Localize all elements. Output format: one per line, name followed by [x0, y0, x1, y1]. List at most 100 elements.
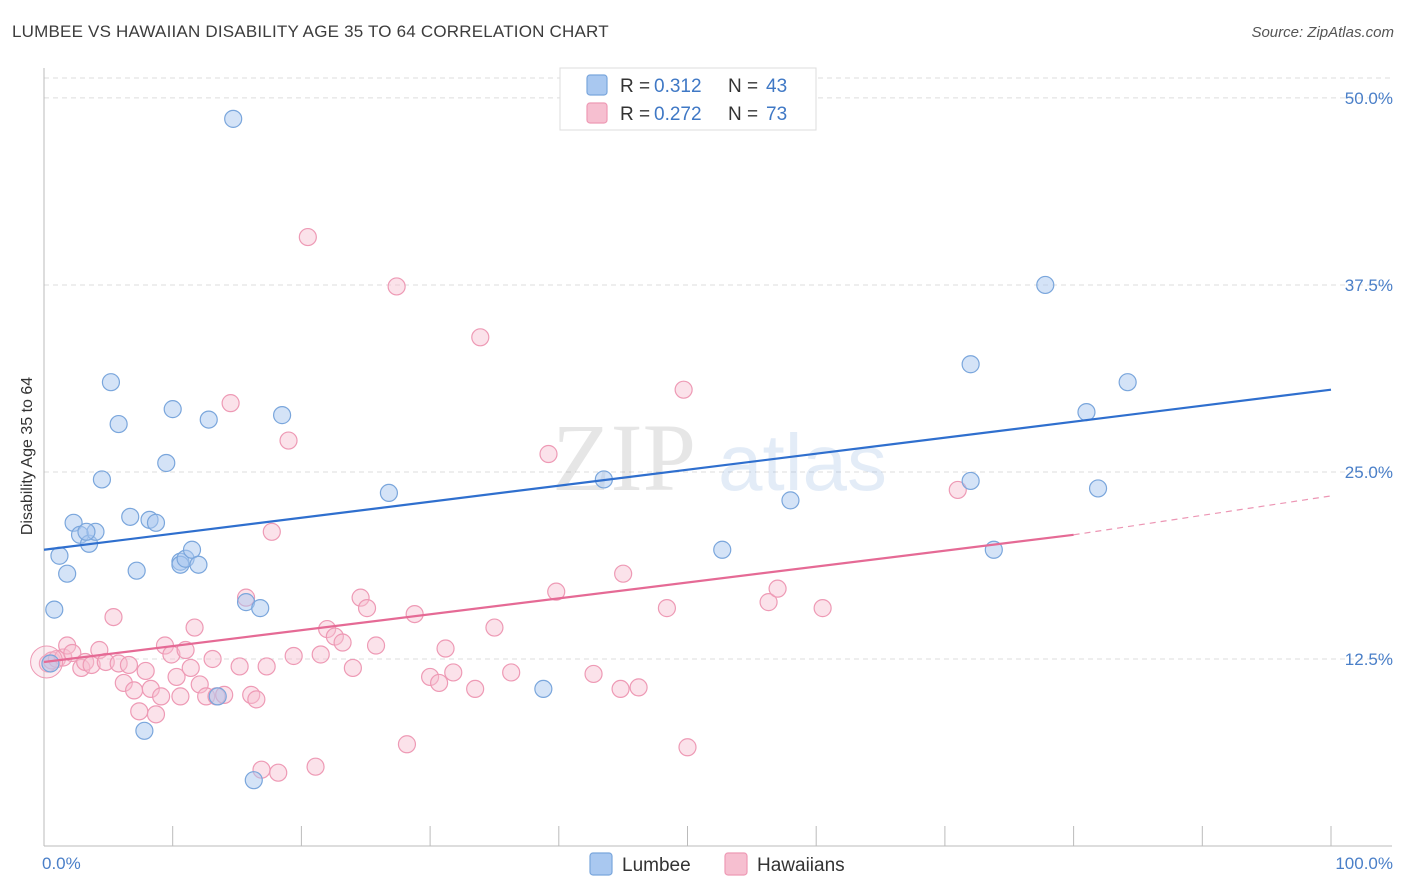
- hawaiians-point: [114, 673, 133, 693]
- lumbee-point: [199, 410, 218, 429]
- trend-layer: [43, 388, 1332, 664]
- hawaiians-point: [421, 667, 440, 687]
- hawaiians-point: [614, 564, 633, 583]
- hawaiians-point: [768, 579, 787, 598]
- lumbee-point: [45, 600, 64, 619]
- lumbee-point: [1118, 373, 1137, 392]
- hawaiians-point: [262, 522, 281, 541]
- hawaiians-point: [485, 618, 504, 637]
- lumbee-point: [41, 654, 60, 673]
- hawaiians-point: [657, 599, 677, 618]
- axis-layer: [43, 68, 1392, 847]
- hawaiians-point: [813, 599, 832, 618]
- hawaiians-point: [611, 679, 630, 699]
- hawaiians-point: [948, 480, 967, 500]
- bottom-legend-swatch-lumbee: [589, 852, 613, 876]
- lumbee-point: [157, 453, 176, 473]
- lumbee-point: [534, 679, 553, 699]
- hawaiians-point: [539, 444, 558, 464]
- y-tick-label: 25.0%: [1345, 463, 1393, 482]
- hawaiians-point: [269, 763, 288, 782]
- hawaiians-point: [584, 664, 603, 684]
- lumbee-trendline: [43, 388, 1332, 551]
- legend-swatch-hawaiians: [586, 102, 608, 124]
- x-tick-labels: 0.0% 100.0%: [42, 854, 1393, 873]
- hawaiians-point: [167, 667, 186, 687]
- lumbee-point: [961, 471, 980, 491]
- x-tick-label-min: 0.0%: [42, 854, 81, 873]
- y-axis-label: Disability Age 35 to 64: [19, 377, 36, 535]
- hawaiians-point: [171, 687, 190, 706]
- watermark-zip: ZIP: [552, 404, 696, 511]
- hawaiians-point: [119, 655, 139, 675]
- chart-title: LUMBEE VS HAWAIIAN DISABILITY AGE 35 TO …: [12, 22, 609, 41]
- hawaiians-point: [247, 690, 266, 709]
- hawaiians-point: [471, 328, 490, 347]
- hawaiians-point: [284, 646, 303, 666]
- y-tick-labels: 12.5% 25.0% 37.5% 50.0%: [1345, 89, 1393, 669]
- hawaiians-point: [124, 681, 144, 700]
- y-tick-label: 37.5%: [1345, 276, 1393, 295]
- lumbee-point: [135, 721, 154, 740]
- hawaiians-point: [333, 633, 352, 652]
- lumbee-point: [224, 109, 243, 128]
- lumbee-points: [41, 109, 1137, 790]
- legend-r-value-hawaiians: 0.272: [654, 104, 702, 125]
- lumbee-point: [781, 491, 800, 510]
- lumbee-point: [1077, 403, 1096, 422]
- hawaiians-point: [343, 658, 362, 678]
- lumbee-point: [121, 507, 140, 526]
- lumbee-point: [379, 483, 399, 503]
- lumbee-point: [109, 414, 128, 434]
- hawaiians-point: [436, 639, 455, 658]
- y-tick-label: 50.0%: [1345, 89, 1393, 108]
- lumbee-point: [101, 373, 121, 392]
- lumbee-point: [58, 564, 77, 583]
- lumbee-point: [961, 355, 980, 374]
- series-legend: Lumbee Hawaiians: [589, 852, 845, 876]
- bottom-legend-hawaiians: Hawaiians: [757, 855, 845, 876]
- hawaiians-point: [130, 702, 149, 721]
- hawaiians-point: [104, 607, 123, 627]
- hawaiians-point: [351, 588, 370, 607]
- hawaiians-point: [366, 636, 386, 655]
- legend-n-value-hawaiians: 73: [766, 104, 787, 125]
- hawaiians-point: [547, 582, 566, 601]
- hawaiians-point: [430, 673, 449, 693]
- hawaiians-point: [678, 738, 697, 757]
- lumbee-point: [272, 406, 292, 425]
- hawaiians-point: [152, 687, 171, 706]
- hawaiians-point: [136, 661, 155, 681]
- legend-r-label: R =: [620, 104, 650, 125]
- zipatlas-watermark: ZIP atlas: [552, 404, 887, 511]
- hawaiians-point: [674, 380, 693, 399]
- hawaiians-point: [203, 649, 222, 669]
- x-tick-label-max: 100.0%: [1335, 854, 1393, 873]
- lumbee-point: [127, 561, 146, 580]
- hawaiians-point: [357, 599, 377, 618]
- hawaiians-point: [221, 394, 240, 413]
- bottom-legend-lumbee: Lumbee: [622, 855, 691, 876]
- hawaiians-point: [146, 705, 166, 724]
- hawaiians-point: [311, 645, 330, 664]
- lumbee-point: [713, 540, 732, 559]
- legend-swatch-lumbee: [586, 74, 608, 96]
- hawaiians-point: [759, 593, 778, 612]
- legend-r-value-lumbee: 0.312: [654, 76, 702, 97]
- lumbee-point: [163, 400, 182, 419]
- hawaiians-point: [230, 657, 249, 676]
- lumbee-point: [208, 687, 227, 706]
- hawaiians-point: [444, 663, 463, 682]
- bottom-legend-swatch-hawaiians: [724, 852, 748, 876]
- lumbee-point: [1036, 275, 1055, 295]
- lumbee-point: [50, 546, 69, 565]
- legend-n-label: N =: [728, 76, 758, 97]
- legend-n-value-lumbee: 43: [766, 76, 787, 97]
- hawaiians-point: [397, 735, 417, 754]
- lumbee-point: [1088, 479, 1108, 498]
- legend-n-label: N =: [728, 104, 758, 125]
- legend-r-label: R =: [620, 76, 650, 97]
- hawaiians-point: [306, 757, 325, 776]
- hawaiians-point: [405, 604, 424, 624]
